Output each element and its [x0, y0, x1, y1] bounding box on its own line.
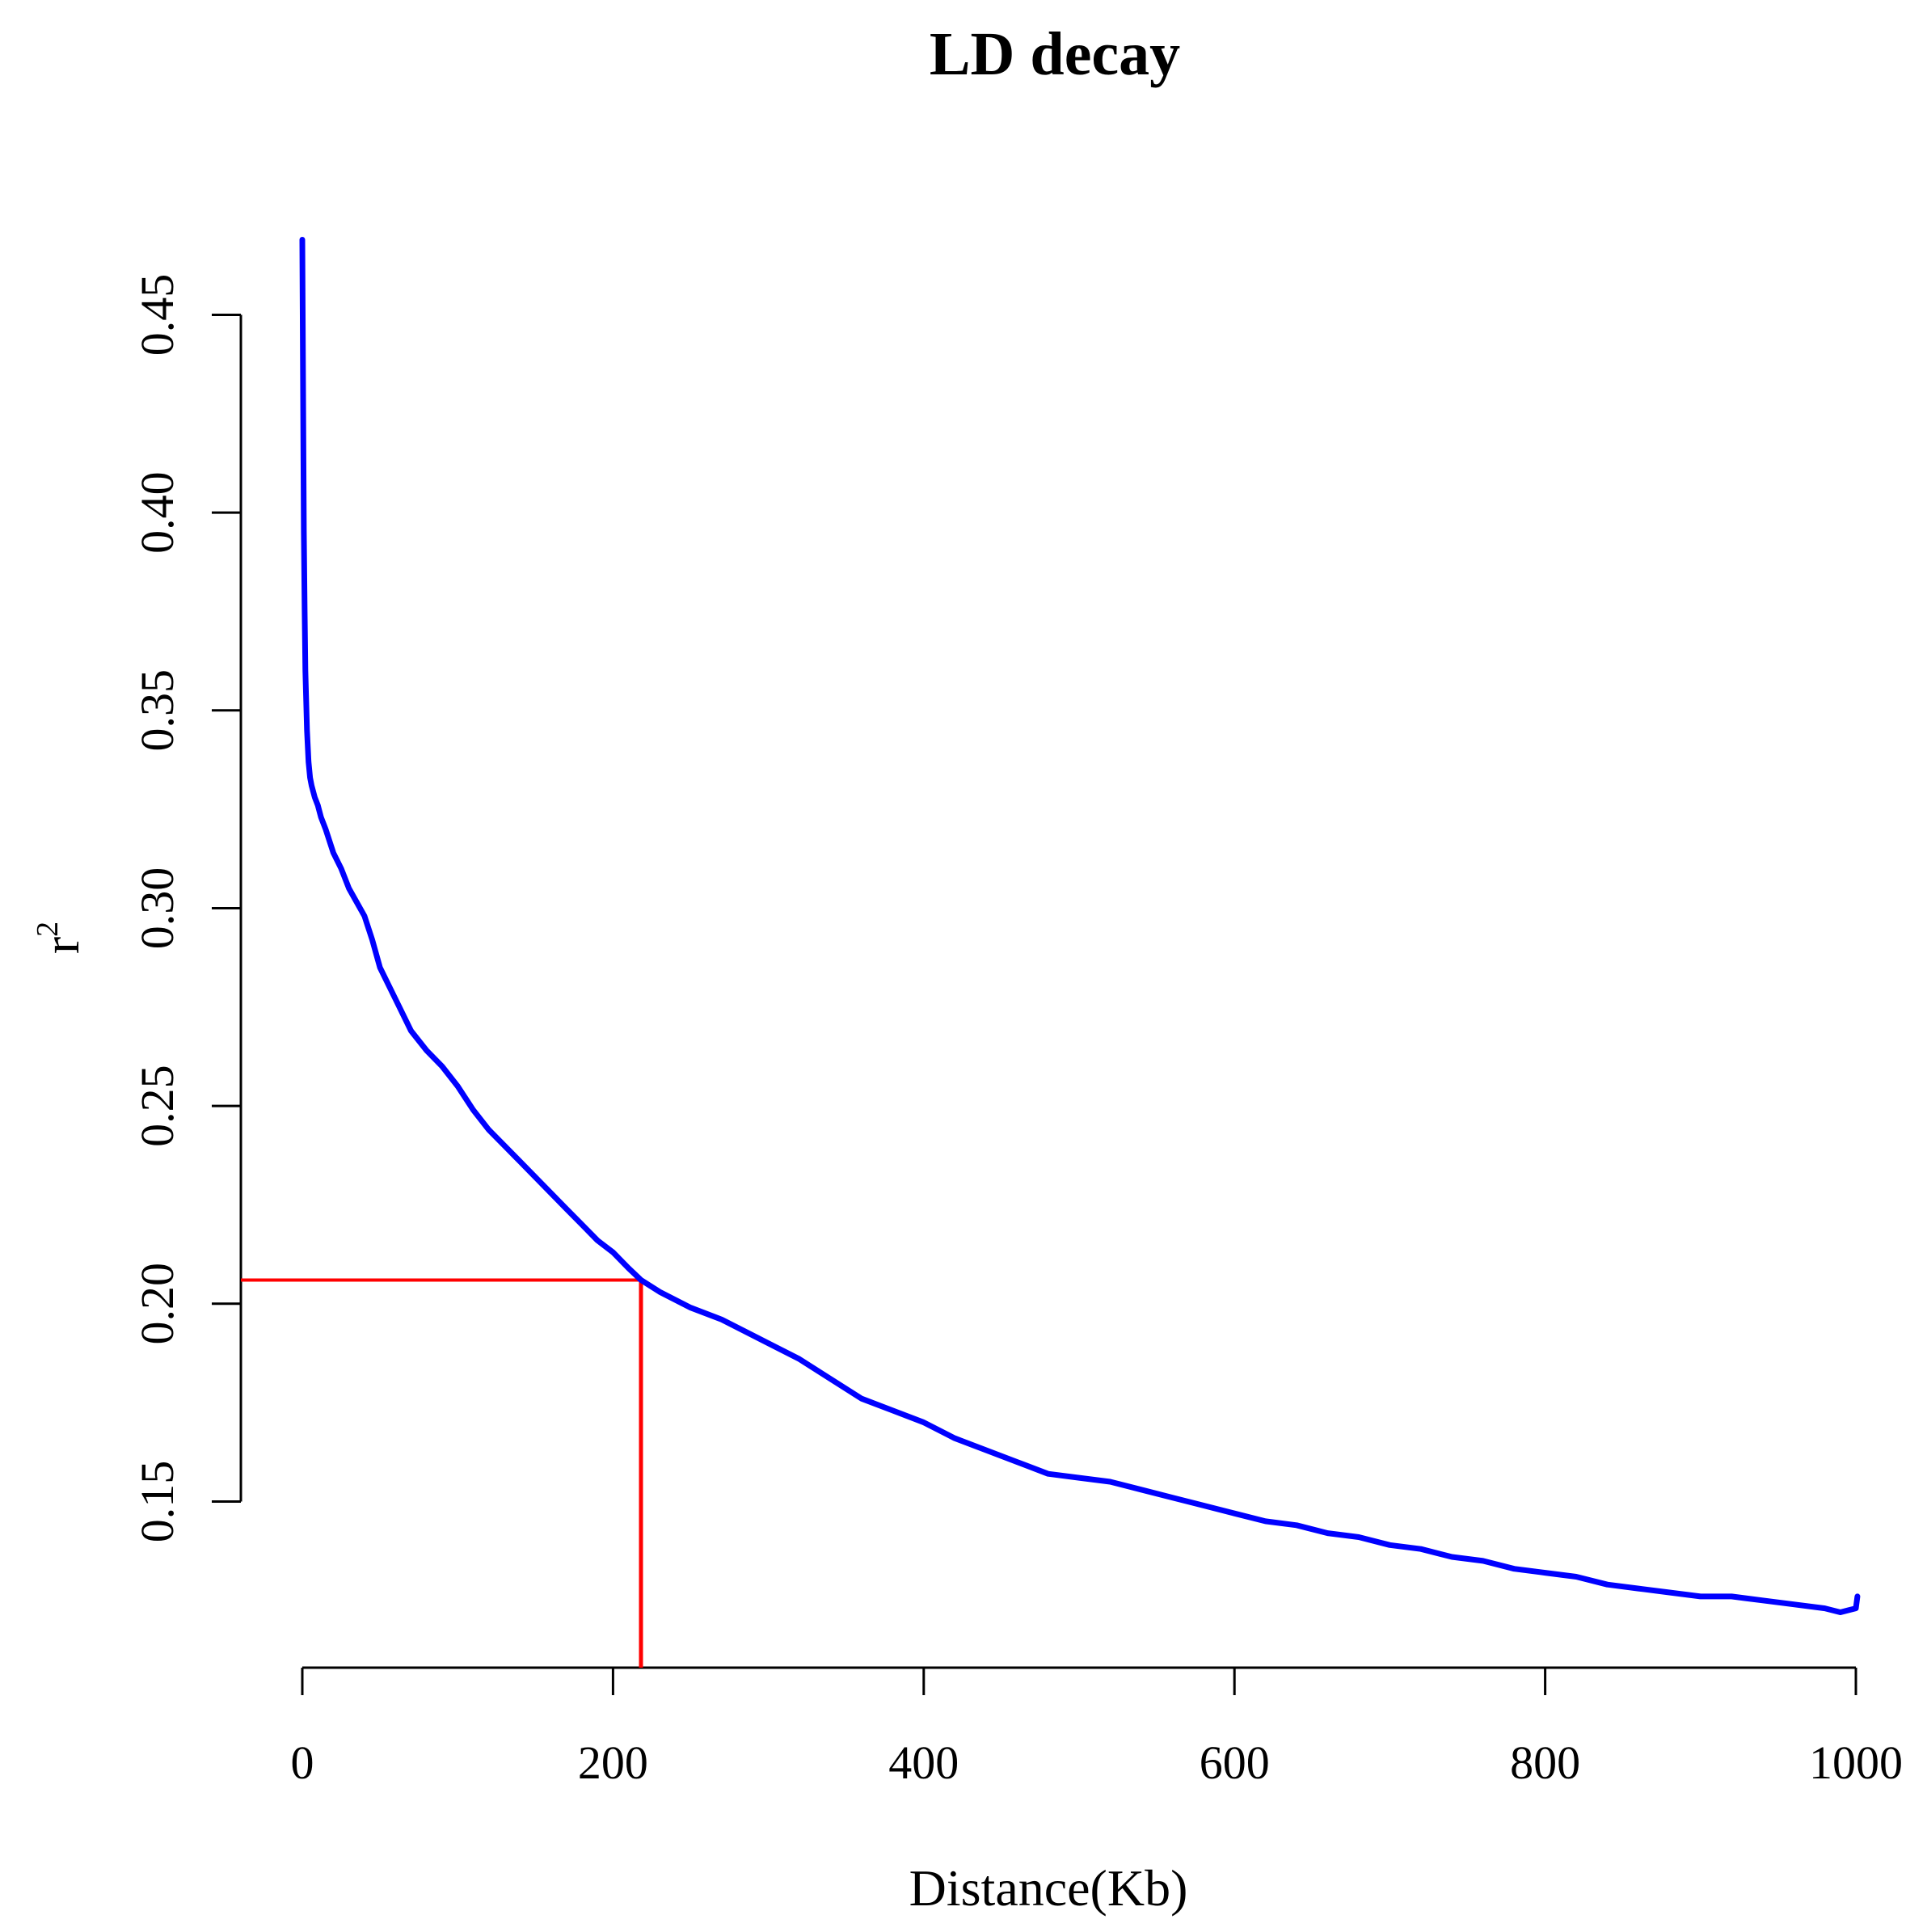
y-tick-label: 0.25 — [131, 1065, 183, 1147]
reference-lines — [241, 1278, 643, 1668]
y-tick-label: 0.40 — [131, 471, 183, 554]
y-axis-label: r2 — [31, 922, 90, 954]
y-tick-label: 0.30 — [131, 867, 183, 950]
y-tick-label: 0.15 — [131, 1461, 183, 1543]
series-line — [299, 237, 1861, 1615]
y-tick-label: 0.35 — [131, 669, 183, 752]
y-axis-label-base: r — [32, 937, 90, 954]
y-axis-label-superscript: 2 — [31, 922, 65, 937]
x-tick-label: 400 — [888, 1736, 959, 1789]
y-tick-label: 0.20 — [131, 1263, 183, 1345]
series-layer — [299, 237, 1861, 1615]
x-axis-label: Distance(Kb) — [909, 1859, 1188, 1917]
x-tick-label: 200 — [578, 1736, 648, 1789]
y-axis-ticks: 0.15 0.20 0.25 0.30 0.35 0.40 0.45 — [131, 274, 241, 1543]
chart-title: LD decay — [930, 20, 1180, 88]
svg-text:r2: r2 — [31, 922, 90, 954]
x-tick-label: 600 — [1200, 1736, 1270, 1789]
x-tick-label: 1000 — [1809, 1736, 1903, 1789]
x-tick-label: 800 — [1510, 1736, 1580, 1789]
x-axis-ticks: 0 200 400 600 800 1000 — [291, 1668, 1903, 1789]
y-tick-label: 0.45 — [131, 274, 183, 356]
x-tick-label: 0 — [291, 1736, 314, 1789]
